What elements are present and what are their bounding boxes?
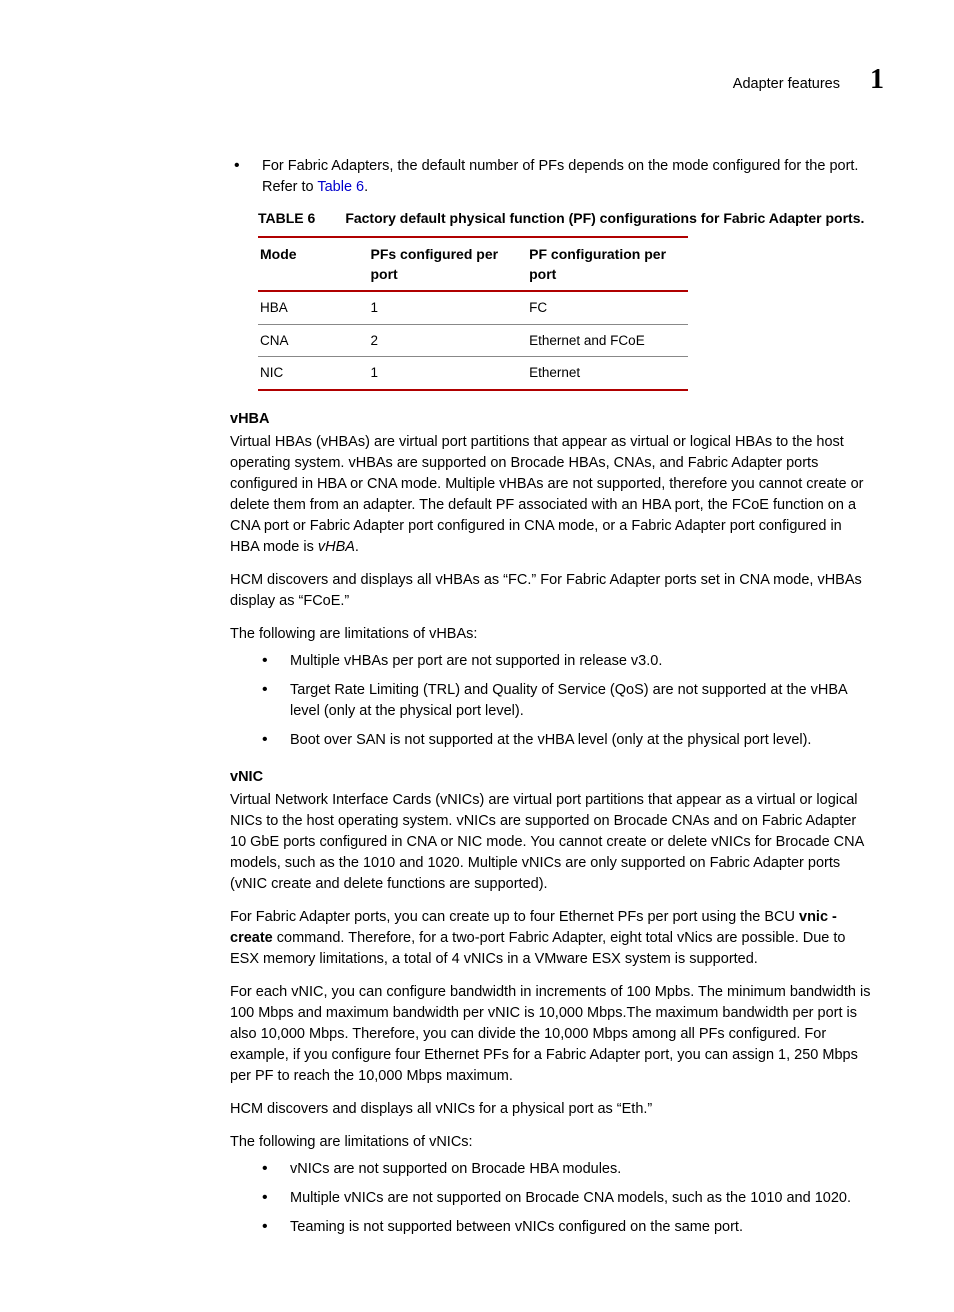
page-header: Adapter features 1 [70, 60, 884, 101]
vhba-p1-pre: Virtual HBAs (vHBAs) are virtual port pa… [230, 434, 864, 555]
table-cell: CNA [258, 324, 368, 357]
table-cell: NIC [258, 357, 368, 390]
list-item: •Boot over SAN is not supported at the v… [258, 730, 874, 751]
list-item: •Teaming is not supported between vNICs … [258, 1217, 874, 1238]
table-cell: Ethernet and FCoE [527, 324, 688, 357]
list-item-text: Target Rate Limiting (TRL) and Quality o… [290, 680, 874, 722]
table-cell: Ethernet [527, 357, 688, 390]
vhba-bullet-list: •Multiple vHBAs per port are not support… [258, 651, 874, 751]
table-col-header: Mode [258, 237, 368, 292]
list-item-text: Teaming is not supported between vNICs c… [290, 1217, 874, 1238]
table-cell: 1 [368, 357, 527, 390]
table-6: TABLE 6 Factory default physical function… [258, 208, 874, 391]
intro-bullet-text: For Fabric Adapters, the default number … [262, 156, 874, 198]
table-col-header: PF configuration per port [527, 237, 688, 292]
table-caption: TABLE 6 Factory default physical function… [258, 208, 874, 230]
table-label: TABLE 6 [258, 210, 315, 226]
bullet-icon: • [230, 156, 262, 198]
vhba-p1: Virtual HBAs (vHBAs) are virtual port pa… [230, 432, 874, 558]
table-col-header: PFs configured per port [368, 237, 527, 292]
bullet-icon: • [258, 680, 290, 722]
vnic-p3: For each vNIC, you can configure bandwid… [230, 982, 874, 1087]
table-cell: HBA [258, 291, 368, 324]
list-item-text: Multiple vNICs are not supported on Broc… [290, 1188, 874, 1209]
list-item: •vNICs are not supported on Brocade HBA … [258, 1159, 874, 1180]
vnic-p2: For Fabric Adapter ports, you can create… [230, 907, 874, 970]
vhba-heading: vHBA [230, 409, 874, 430]
list-item: •Multiple vNICs are not supported on Bro… [258, 1188, 874, 1209]
vnic-p1: Virtual Network Interface Cards (vNICs) … [230, 790, 874, 895]
vnic-p2-pre: For Fabric Adapter ports, you can create… [230, 909, 799, 925]
intro-post: . [364, 179, 368, 195]
table-cell: 2 [368, 324, 527, 357]
list-item: •Target Rate Limiting (TRL) and Quality … [258, 680, 874, 722]
bullet-icon: • [258, 730, 290, 751]
bullet-icon: • [258, 1159, 290, 1180]
table-row: CNA2Ethernet and FCoE [258, 324, 688, 357]
vhba-p2: HCM discovers and displays all vHBAs as … [230, 570, 874, 612]
bullet-icon: • [258, 651, 290, 672]
vhba-italic: vHBA [318, 539, 355, 555]
intro-bullet: • For Fabric Adapters, the default numbe… [230, 156, 874, 198]
table-6-link[interactable]: Table 6 [317, 179, 364, 195]
table-title: Factory default physical function (PF) c… [345, 210, 864, 226]
bullet-icon: • [258, 1188, 290, 1209]
vnic-bullet-list: •vNICs are not supported on Brocade HBA … [258, 1159, 874, 1238]
chapter-number: 1 [870, 60, 884, 101]
list-item-text: vNICs are not supported on Brocade HBA m… [290, 1159, 874, 1180]
bullet-icon: • [258, 1217, 290, 1238]
vhba-p1-post: . [355, 539, 359, 555]
page-content: • For Fabric Adapters, the default numbe… [230, 156, 874, 1239]
header-title: Adapter features [733, 74, 840, 95]
table-cell: FC [527, 291, 688, 324]
table-row: HBA1FC [258, 291, 688, 324]
vhba-p3: The following are limitations of vHBAs: [230, 624, 874, 645]
table-row: NIC1Ethernet [258, 357, 688, 390]
vnic-p2-post: command. Therefore, for a two-port Fabri… [230, 930, 846, 967]
list-item-text: Multiple vHBAs per port are not supporte… [290, 651, 874, 672]
list-item: •Multiple vHBAs per port are not support… [258, 651, 874, 672]
vnic-heading: vNIC [230, 767, 874, 788]
pf-config-table: ModePFs configured per portPF configurat… [258, 236, 688, 391]
table-cell: 1 [368, 291, 527, 324]
vnic-p4: HCM discovers and displays all vNICs for… [230, 1099, 874, 1120]
vnic-p5: The following are limitations of vNICs: [230, 1132, 874, 1153]
list-item-text: Boot over SAN is not supported at the vH… [290, 730, 874, 751]
